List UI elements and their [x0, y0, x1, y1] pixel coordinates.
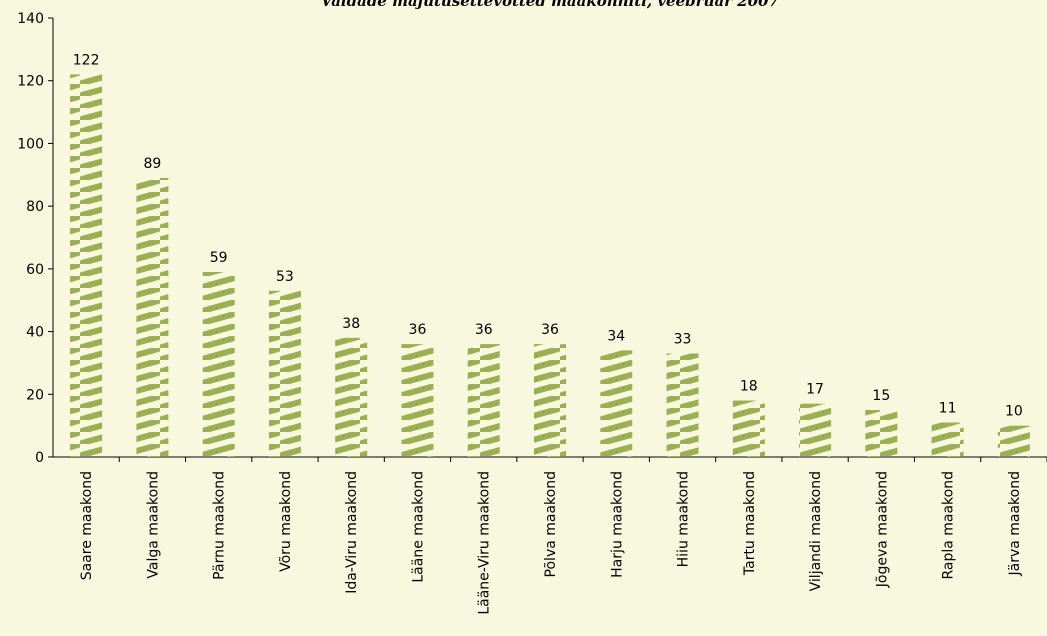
x-tick-label: Pärnu maakond — [212, 471, 228, 580]
y-tick-label: 0 — [35, 450, 44, 466]
value-label: 89 — [143, 156, 161, 172]
bar — [401, 344, 434, 457]
y-tick-label: 40 — [26, 325, 44, 341]
bar — [931, 422, 964, 457]
value-label: 34 — [607, 328, 625, 344]
value-label: 10 — [1005, 404, 1023, 420]
bar — [70, 74, 103, 457]
bar — [136, 177, 169, 457]
value-label: 122 — [73, 52, 100, 68]
value-label: 17 — [806, 382, 824, 398]
x-tick-label: Rapla maakond — [941, 471, 957, 580]
x-tick-label: Võru maakond — [278, 471, 294, 572]
x-tick-label: Ida-Viru maakond — [344, 471, 360, 594]
value-label: 36 — [475, 322, 493, 338]
value-label: 15 — [872, 388, 890, 404]
y-tick-label: 20 — [26, 387, 44, 403]
value-label: 53 — [276, 269, 294, 285]
bar — [997, 425, 1030, 457]
x-tick-label: Lääne maakond — [410, 471, 426, 583]
bar — [534, 344, 566, 457]
x-tick-label: Valga maakond — [145, 471, 161, 579]
value-label: 36 — [541, 322, 559, 338]
x-tick-label: Hiiu maakond — [676, 471, 692, 567]
bar — [467, 344, 500, 457]
x-tick-label: Põlva maakond — [543, 471, 559, 577]
value-label: 59 — [210, 250, 228, 266]
bar — [666, 353, 699, 457]
bar — [268, 290, 301, 457]
y-tick-label: 140 — [17, 11, 44, 27]
y-tick-label: 100 — [17, 136, 44, 152]
x-tick-label: Lääne-Viru maakond — [477, 471, 493, 615]
bar — [202, 271, 235, 457]
value-label: 36 — [409, 322, 427, 338]
chart-title: Valdade majutusettevõtted maakonniti, ve… — [321, 0, 780, 10]
value-label: 18 — [740, 379, 758, 395]
x-tick-label: Tartu maakond — [742, 471, 758, 576]
x-tick-label: Järva maakond — [1007, 471, 1023, 577]
value-label: 33 — [674, 332, 692, 348]
bar — [799, 403, 832, 457]
y-tick-label: 120 — [17, 74, 44, 90]
y-tick-label: 80 — [26, 199, 44, 215]
x-tick-label: Viljandi maakond — [808, 471, 824, 591]
bar — [600, 350, 633, 457]
value-label: 38 — [342, 316, 360, 332]
bar — [335, 337, 368, 457]
value-label: 11 — [939, 401, 957, 417]
x-tick-label: Jõgeva maakond — [874, 471, 890, 588]
bar — [865, 409, 898, 457]
y-tick-label: 60 — [26, 262, 44, 278]
x-tick-label: Harju maakond — [609, 471, 625, 578]
bar — [732, 400, 765, 457]
x-tick-label: Saare maakond — [79, 471, 95, 580]
